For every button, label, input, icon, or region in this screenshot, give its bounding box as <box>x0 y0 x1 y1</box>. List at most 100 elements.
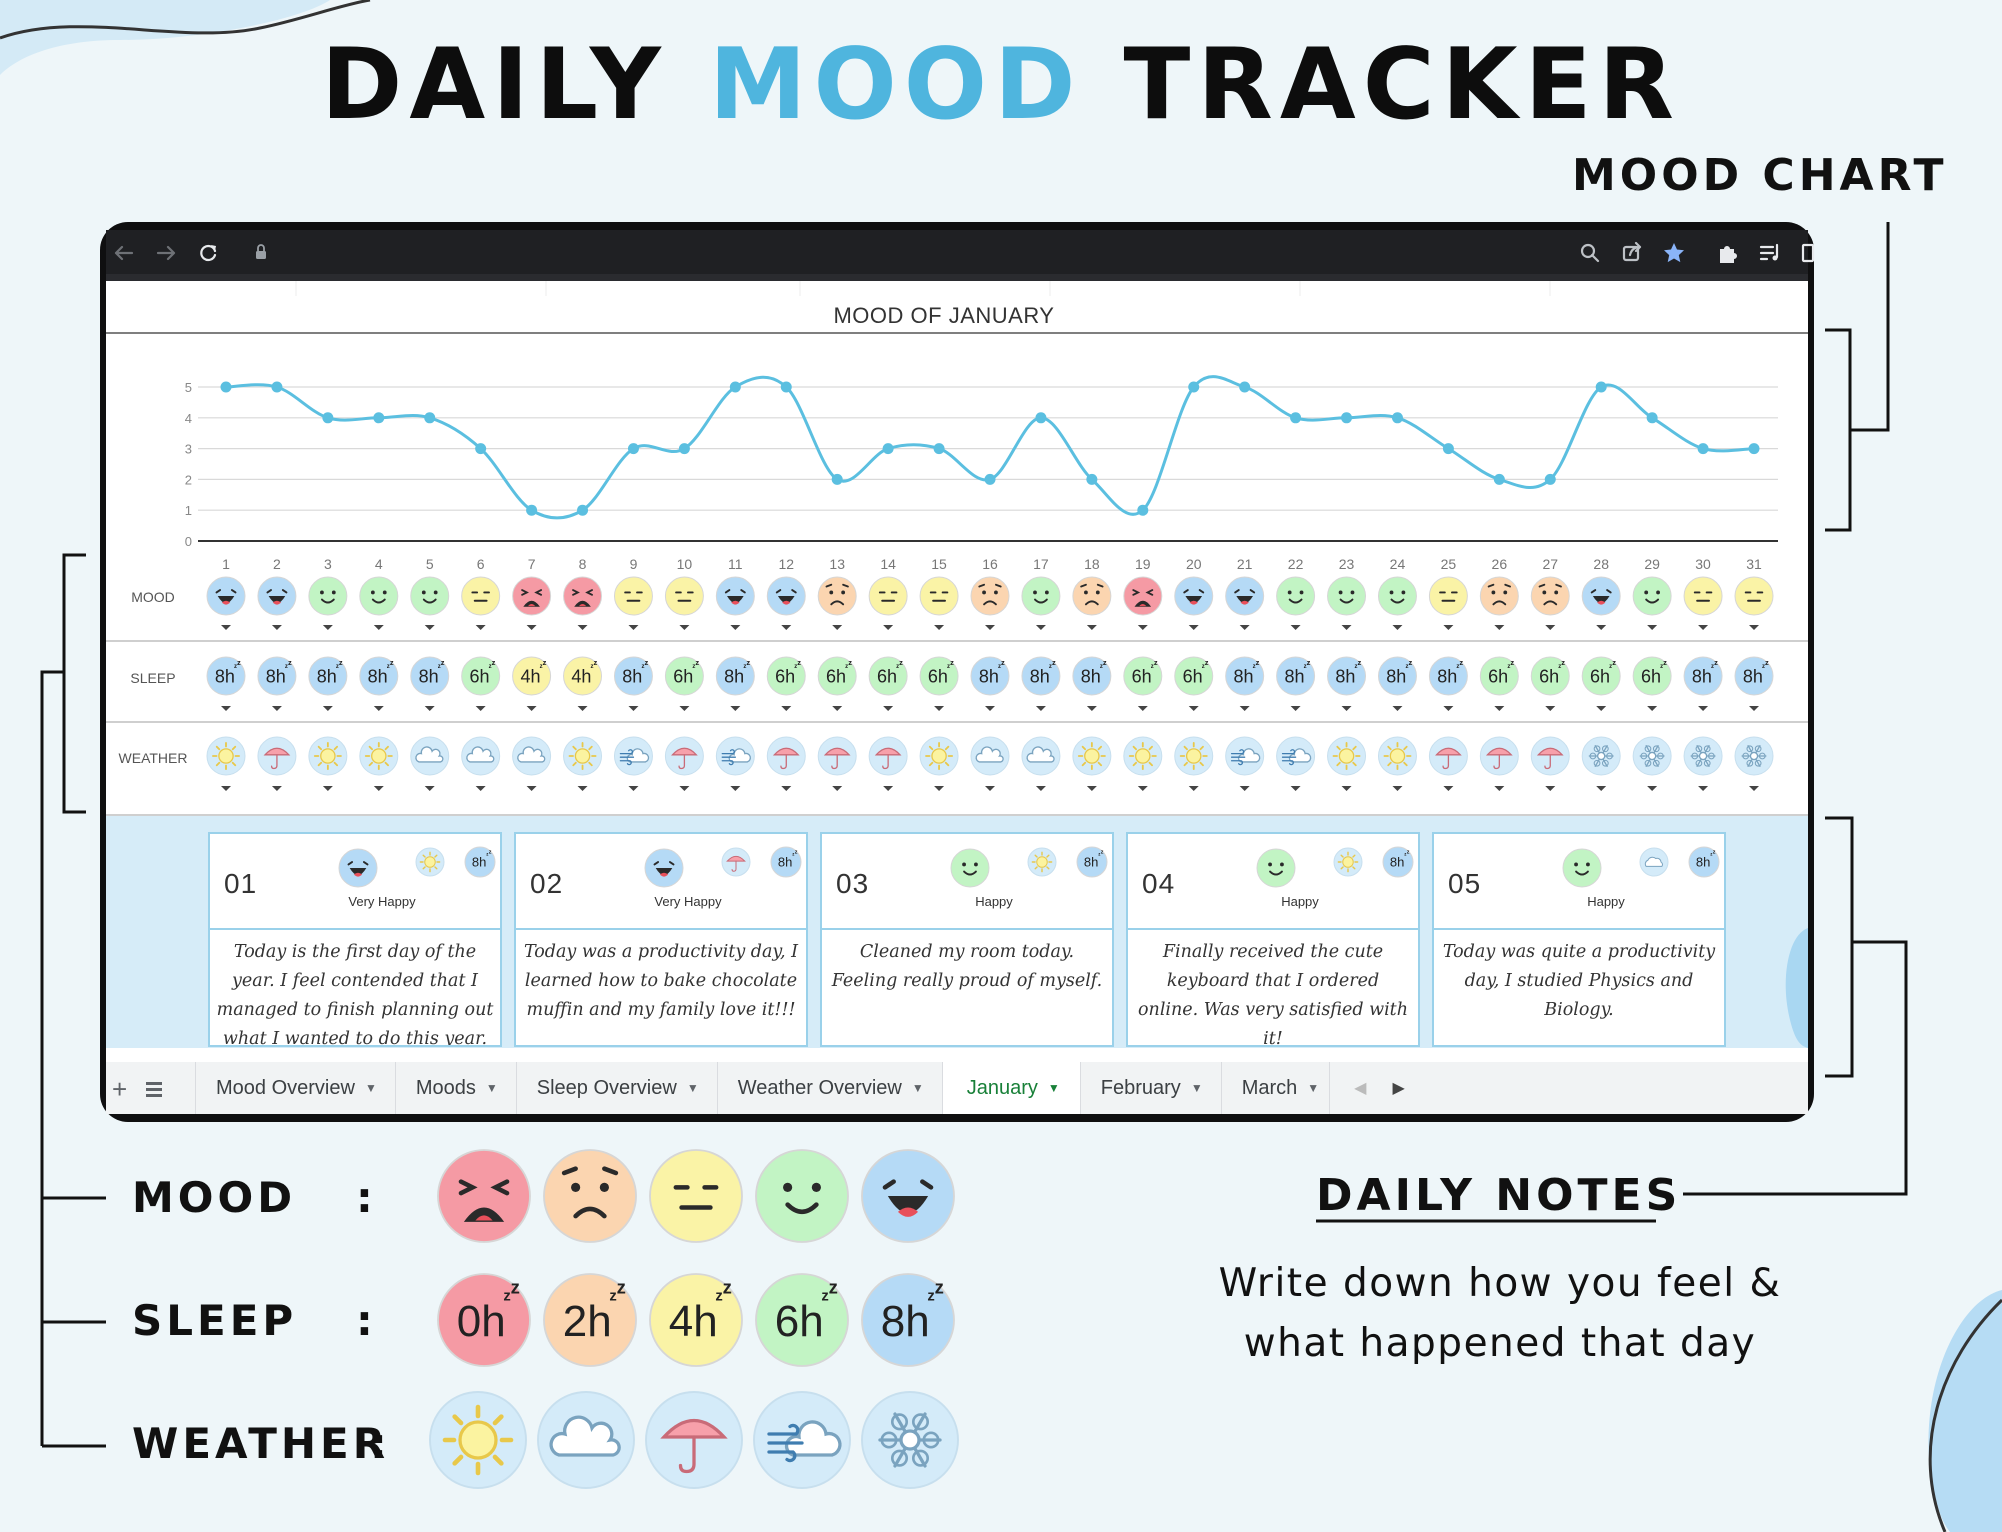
tab-march[interactable]: March ▼ <box>1222 1062 1331 1114</box>
caret-down-icon[interactable] <box>1086 786 1097 791</box>
caret-down-icon[interactable] <box>1443 625 1454 630</box>
note-card-day-4[interactable]: 8h z z 04 Happy Finally received the cute … <box>1126 832 1420 1047</box>
mood-face-icon[interactable] <box>1276 576 1316 630</box>
caret-down-icon[interactable] <box>221 706 231 711</box>
tab-january[interactable]: January ▼ <box>942 1062 1081 1114</box>
caret-down-icon[interactable] <box>322 625 333 630</box>
caret-down-icon[interactable] <box>1647 786 1658 791</box>
caret-down-icon[interactable]: ▼ <box>364 1081 377 1095</box>
caret-down-icon[interactable] <box>1086 625 1097 630</box>
caret-down-icon[interactable]: ▼ <box>686 1081 699 1095</box>
caret-down-icon[interactable] <box>1086 706 1097 711</box>
caret-down-icon[interactable] <box>985 786 995 791</box>
caret-down-icon[interactable] <box>271 625 282 630</box>
sunny-icon[interactable] <box>206 736 246 791</box>
sunny-icon[interactable] <box>1327 736 1367 791</box>
mood-face-icon[interactable] <box>715 576 755 630</box>
star-icon[interactable] <box>1664 243 1684 263</box>
sleep-icon[interactable]: 8h zz <box>257 656 297 711</box>
sleep-icon[interactable]: 4h zz <box>563 656 603 711</box>
caret-down-icon[interactable] <box>1494 625 1505 630</box>
caret-down-icon[interactable] <box>424 786 435 791</box>
caret-down-icon[interactable] <box>577 706 588 711</box>
caret-down-icon[interactable] <box>730 706 741 711</box>
caret-down-icon[interactable] <box>1035 706 1046 711</box>
caret-down-icon[interactable] <box>883 625 894 630</box>
mood-face-icon[interactable] <box>817 576 857 630</box>
cloudy-icon[interactable] <box>970 736 1010 791</box>
scroll-left-icon[interactable]: ◀ <box>1354 1080 1367 1097</box>
sunny-icon[interactable] <box>919 736 959 791</box>
sleep-icon[interactable]: 6h zz <box>919 656 959 711</box>
note-text[interactable]: Cleaned my room today. Feeling really pr… <box>831 942 1103 991</box>
caret-down-icon[interactable] <box>1647 625 1658 630</box>
caret-down-icon[interactable] <box>526 706 537 711</box>
mood-face-icon[interactable] <box>1225 576 1265 630</box>
mood-face-icon[interactable] <box>1377 576 1417 630</box>
sleep-icon[interactable]: 8h zz <box>1225 656 1265 711</box>
rainy-icon[interactable] <box>766 736 806 791</box>
sleep-icon[interactable]: 6h zz <box>766 656 806 711</box>
caret-down-icon[interactable] <box>1545 706 1556 711</box>
note-text[interactable]: Finally received the cute keyboard that … <box>1138 942 1408 1047</box>
mood-face-icon[interactable] <box>970 576 1010 630</box>
sleep-icon[interactable]: 6h zz <box>1530 656 1570 711</box>
caret-down-icon[interactable] <box>1698 625 1709 630</box>
caret-down-icon[interactable] <box>322 706 333 711</box>
caret-down-icon[interactable] <box>221 625 231 630</box>
caret-down-icon[interactable] <box>475 786 486 791</box>
sleep-icon[interactable]: 8h zz <box>308 656 348 711</box>
snowy-icon[interactable] <box>1683 736 1723 791</box>
mood-face-icon[interactable] <box>1581 576 1621 630</box>
sleep-icon[interactable]: 8h zz <box>1683 656 1723 711</box>
reading-list-icon[interactable] <box>1759 243 1779 261</box>
mood-face-icon[interactable] <box>1530 576 1570 630</box>
caret-down-icon[interactable] <box>1035 786 1046 791</box>
caret-down-icon[interactable] <box>883 706 894 711</box>
mood-face-icon[interactable] <box>206 576 246 630</box>
note-text[interactable]: Today was a productivity day, I learned … <box>523 942 799 1020</box>
mood-face-icon[interactable] <box>1174 576 1214 630</box>
sleep-icon[interactable]: 8h zz <box>359 656 399 711</box>
note-card-day-5[interactable]: 8h z z 05 Happy Today was quite a producti… <box>1432 832 1726 1047</box>
sunny-icon[interactable] <box>1072 736 1112 791</box>
mood-face-icon[interactable] <box>919 576 959 630</box>
caret-down-icon[interactable] <box>832 786 843 791</box>
caret-down-icon[interactable] <box>1596 786 1607 791</box>
caret-down-icon[interactable] <box>832 706 843 711</box>
sleep-icon[interactable]: 4h zz <box>512 656 552 711</box>
caret-down-icon[interactable] <box>1137 786 1148 791</box>
note-card-day-1[interactable]: 8h z z 01 Very Happy Today is the first da… <box>208 832 502 1047</box>
forward-icon[interactable] <box>156 245 176 261</box>
note-card-day-3[interactable]: 8h z z 03 Happy Cleaned my room today. Fee… <box>820 832 1114 1047</box>
sleep-icon[interactable]: 8h zz <box>970 656 1010 711</box>
snowy-icon[interactable] <box>1632 736 1672 791</box>
caret-down-icon[interactable] <box>1443 786 1454 791</box>
sleep-icon[interactable]: 8h zz <box>1276 656 1316 711</box>
caret-down-icon[interactable] <box>1188 706 1199 711</box>
sunny-icon[interactable] <box>1377 736 1417 791</box>
mood-face-icon[interactable] <box>766 576 806 630</box>
sleep-icon[interactable]: 6h zz <box>817 656 857 711</box>
rainy-icon[interactable] <box>868 736 908 791</box>
sunny-icon[interactable] <box>359 736 399 791</box>
caret-down-icon[interactable] <box>1239 786 1250 791</box>
tab-mood-overview[interactable]: Mood Overview ▼ <box>196 1062 396 1114</box>
caret-down-icon[interactable] <box>781 625 792 630</box>
caret-down-icon[interactable] <box>1749 786 1759 791</box>
caret-down-icon[interactable] <box>1341 625 1352 630</box>
sleep-icon[interactable]: 6h zz <box>664 656 704 711</box>
caret-down-icon[interactable] <box>1290 706 1301 711</box>
caret-down-icon[interactable] <box>1698 786 1709 791</box>
caret-down-icon[interactable] <box>475 625 486 630</box>
caret-down-icon[interactable] <box>781 706 792 711</box>
sleep-icon[interactable]: 8h zz <box>1428 656 1468 711</box>
caret-down-icon[interactable] <box>934 625 945 630</box>
sleep-icon[interactable]: 6h zz <box>1479 656 1519 711</box>
note-text[interactable]: Today was quite a productivity day, I st… <box>1442 942 1716 1020</box>
rainy-icon[interactable] <box>1530 736 1570 791</box>
caret-down-icon[interactable] <box>832 625 843 630</box>
extensions-icon[interactable] <box>1720 246 1737 263</box>
caret-down-icon[interactable] <box>271 786 282 791</box>
sleep-icon[interactable]: 8h zz <box>1327 656 1367 711</box>
